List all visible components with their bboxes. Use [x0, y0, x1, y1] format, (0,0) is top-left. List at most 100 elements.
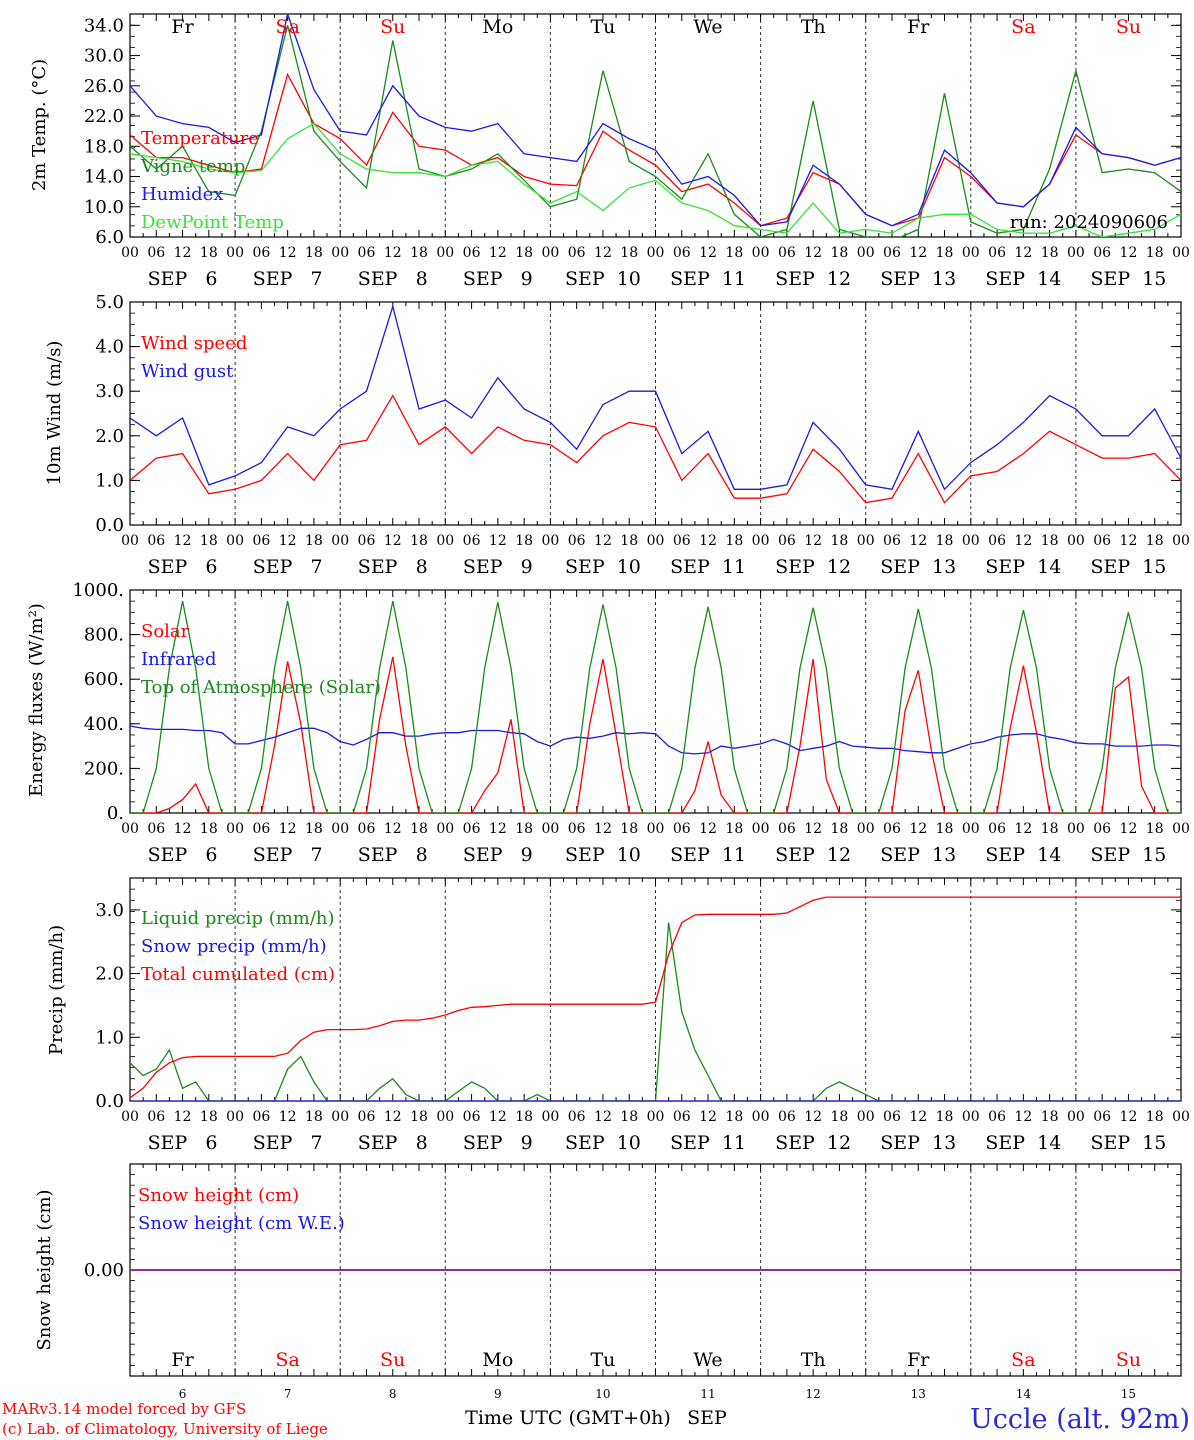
hour-label: 06 — [778, 533, 796, 549]
hour-label: 18 — [831, 1109, 849, 1125]
hour-label: 12 — [594, 533, 612, 549]
hour-label: 18 — [1146, 1109, 1164, 1125]
hour-label: 12 — [279, 533, 297, 549]
hour-label: 06 — [463, 245, 481, 261]
hour-label: 00 — [962, 1109, 980, 1125]
hour-label: 12 — [804, 821, 822, 837]
hour-label: 18 — [1146, 821, 1164, 837]
hour-label: 00 — [331, 1109, 349, 1125]
hour-label: 00 — [541, 245, 559, 261]
day-label: Th — [801, 1349, 826, 1371]
y-tick-label: 10.0 — [84, 197, 124, 218]
day-number: 6 — [179, 1387, 187, 1401]
hour-label: 18 — [515, 821, 533, 837]
y-tick-label: 400. — [84, 714, 124, 735]
date-label: SEP 11 — [670, 556, 746, 578]
hour-label: 00 — [226, 821, 244, 837]
date-label: SEP 10 — [565, 1132, 641, 1154]
legend-entry: Snow height (cm) — [138, 1185, 299, 1206]
x-axis-label: Time UTC (GMT+0h) — [465, 1407, 671, 1429]
hour-label: 00 — [436, 245, 454, 261]
hour-label: 12 — [1014, 245, 1032, 261]
date-label: SEP 12 — [775, 844, 851, 866]
date-label: SEP 7 — [253, 844, 323, 866]
hour-label: 18 — [936, 533, 954, 549]
y-tick-label: 2.0 — [95, 426, 124, 447]
hour-label: 12 — [174, 1109, 192, 1125]
date-label: SEP 15 — [1090, 556, 1166, 578]
legend-entry: Wind gust — [141, 361, 234, 382]
hour-label: 00 — [121, 821, 139, 837]
hour-label: 00 — [331, 821, 349, 837]
hour-label: 12 — [594, 245, 612, 261]
date-label: SEP 7 — [253, 1132, 323, 1154]
hour-label: 12 — [804, 245, 822, 261]
y-tick-label: 200. — [84, 758, 124, 779]
date-label: SEP 8 — [358, 268, 428, 290]
y-tick-label: 34.0 — [84, 15, 124, 36]
hour-label: 18 — [200, 821, 218, 837]
hour-label: 18 — [620, 821, 638, 837]
hour-label: 00 — [752, 533, 770, 549]
hour-label: 18 — [305, 245, 323, 261]
hour-label: 00 — [752, 245, 770, 261]
date-label: SEP 9 — [463, 1132, 533, 1154]
hour-label: 00 — [752, 1109, 770, 1125]
day-number: 7 — [284, 1387, 292, 1401]
series-line-total-cumulated-cm- — [130, 896, 1181, 1099]
hour-label: 18 — [620, 533, 638, 549]
hour-label: 06 — [883, 1109, 901, 1125]
hour-label: 00 — [962, 533, 980, 549]
panel-2: 5.0 4.0 3.0 2.0 1.0 0.0 10m Wind (m/s) Wind spe… — [44, 292, 1190, 578]
hour-label: 12 — [1120, 821, 1138, 837]
hour-label: 00 — [436, 533, 454, 549]
day-label: Su — [1116, 16, 1141, 38]
y-axis-label: Energy fluxes (W/m²) — [26, 603, 47, 797]
hour-label: 06 — [1093, 1109, 1111, 1125]
lab-credit: (c) Lab. of Climatology, University of L… — [2, 1420, 328, 1438]
hour-label: 00 — [436, 1109, 454, 1125]
y-tick-label: 1000. — [72, 580, 124, 601]
hour-label: 12 — [804, 533, 822, 549]
date-label: SEP 12 — [775, 268, 851, 290]
date-label: SEP 9 — [463, 844, 533, 866]
hour-label: 00 — [541, 533, 559, 549]
y-tick-label: 5.0 — [95, 292, 124, 313]
legend-entry: Liquid precip (mm/h) — [141, 908, 335, 929]
hour-label: 00 — [226, 1109, 244, 1125]
hour-label: 06 — [673, 533, 691, 549]
hour-label: 00 — [647, 1109, 665, 1125]
y-tick-label: 2.0 — [95, 964, 124, 985]
date-label: SEP 13 — [880, 844, 956, 866]
hour-label: 00 — [962, 245, 980, 261]
day-label: Fr — [907, 16, 930, 38]
hour-label: 12 — [1120, 1109, 1138, 1125]
date-label: SEP 15 — [1090, 1132, 1166, 1154]
date-label: SEP 11 — [670, 268, 746, 290]
hour-label: 18 — [1041, 821, 1059, 837]
hour-label: 12 — [1014, 533, 1032, 549]
series-line-liquid-precip-mm-h- — [130, 922, 1181, 1101]
hour-label: 18 — [1146, 245, 1164, 261]
hour-label: 12 — [1014, 821, 1032, 837]
day-label: Tu — [590, 1349, 615, 1371]
hour-label: 00 — [121, 245, 139, 261]
hour-label: 06 — [883, 821, 901, 837]
run-label: run: 2024090606 — [1010, 212, 1168, 233]
y-tick-label: 14.0 — [84, 167, 124, 188]
hour-label: 06 — [673, 1109, 691, 1125]
hour-label: 00 — [647, 821, 665, 837]
y-axis-label: 10m Wind (m/s) — [44, 341, 65, 486]
date-label: SEP 6 — [148, 556, 218, 578]
hour-label: 06 — [673, 821, 691, 837]
legend-entry: Humidex — [141, 184, 223, 205]
day-label: Sa — [1011, 1349, 1035, 1371]
y-tick-label: 0.0 — [95, 1091, 124, 1112]
y-tick-label: 0.0 — [95, 515, 124, 536]
y-tick-label: 22.0 — [84, 106, 124, 127]
hour-label: 18 — [620, 1109, 638, 1125]
hour-label: 06 — [778, 821, 796, 837]
hour-label: 00 — [752, 821, 770, 837]
hour-label: 12 — [174, 245, 192, 261]
